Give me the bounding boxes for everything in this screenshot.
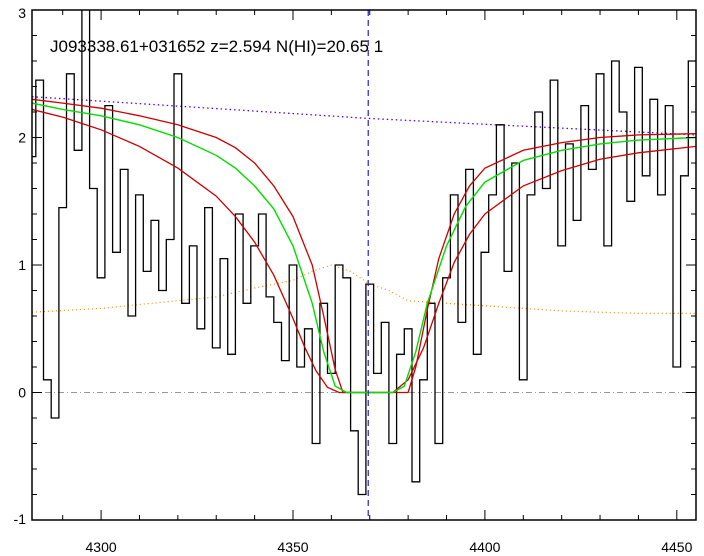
error-series-line [32,264,696,314]
axes-layer: 4300 4350 4400 4450 -1 0 1 2 3 [14,5,697,555]
x-tick-label: 4300 [86,539,117,555]
fit-lower-series-line [32,108,696,394]
series-layer [32,10,696,520]
x-tick-label: 4400 [469,539,500,555]
chart-title: J093338.61+031652 z=2.594 N(HI)=20.65 1 [50,37,383,56]
fit-upper-series-line [32,98,696,394]
flux-series-line [32,10,696,496]
x-tick-label: 4450 [661,539,692,555]
y-tick-label: 0 [18,385,26,401]
y-tick-label: 3 [18,5,26,21]
y-tick-label: 2 [18,130,26,146]
y-tick-label: -1 [14,511,27,527]
fit-series-line [32,102,696,394]
y-tick-label: 1 [18,257,26,273]
x-tick-label: 4350 [277,539,308,555]
